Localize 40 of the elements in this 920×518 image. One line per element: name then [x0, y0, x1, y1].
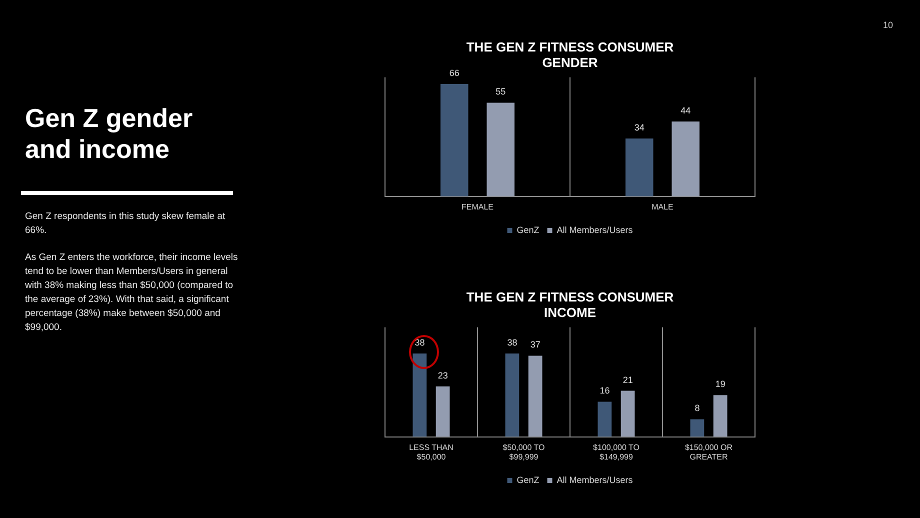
data-label: 34	[634, 122, 644, 132]
bar	[440, 84, 468, 196]
bar	[412, 354, 427, 437]
bar	[598, 402, 612, 437]
data-label: 55	[496, 86, 506, 97]
x-tick-label: $100,000 TO $149,999	[593, 442, 640, 462]
bar	[528, 356, 542, 437]
data-label: 38	[414, 337, 425, 348]
data-label: 66	[449, 68, 460, 78]
chart-title: THE GEN Z FITNESS CONSUMER GENDER	[466, 39, 674, 70]
data-label: 19	[715, 379, 726, 390]
data-label: 38	[507, 337, 518, 348]
x-tick-label: LESS THAN $50,000	[409, 442, 454, 462]
data-label: 16	[600, 386, 610, 396]
legend-label: All Members/Users	[556, 224, 634, 235]
bar	[626, 138, 654, 196]
x-tick-label: FEMALE	[461, 202, 494, 212]
bar	[505, 354, 520, 437]
legend-label: GenZ	[516, 224, 540, 235]
text: 10	[882, 20, 893, 30]
bar	[620, 390, 635, 437]
bar	[690, 419, 704, 437]
x-tick-label: MALE	[652, 202, 674, 212]
legend-label: All Members/Users	[556, 474, 634, 485]
bar	[672, 121, 700, 196]
chart-title: THE GEN Z FITNESS CONSUMER INCOME	[466, 289, 674, 320]
text: Gen Z respondents in this study skew female at 66%.	[25, 210, 226, 238]
data-label: 21	[622, 374, 633, 385]
x-tick-label: $150,000 OR GREATER	[684, 442, 733, 462]
data-label: 44	[680, 105, 691, 116]
data-label: 8	[694, 403, 700, 414]
text: Gen Z gender and income	[25, 103, 194, 165]
bar	[713, 395, 728, 437]
data-label: 23	[438, 370, 448, 380]
legend-label: GenZ	[516, 474, 540, 485]
x-tick-label: $50,000 TO $99,999	[502, 442, 545, 462]
data-label: 37	[530, 340, 540, 350]
bar	[486, 102, 514, 196]
text: As Gen Z enters the workforce, their income levels tend to be lower than Members/Users in general with 38% making less than $50,000 (compared to the average of 23%). With that said, a significant percentage (38%) make between $50,000 and $99,000.	[25, 251, 239, 335]
bar	[436, 386, 450, 437]
